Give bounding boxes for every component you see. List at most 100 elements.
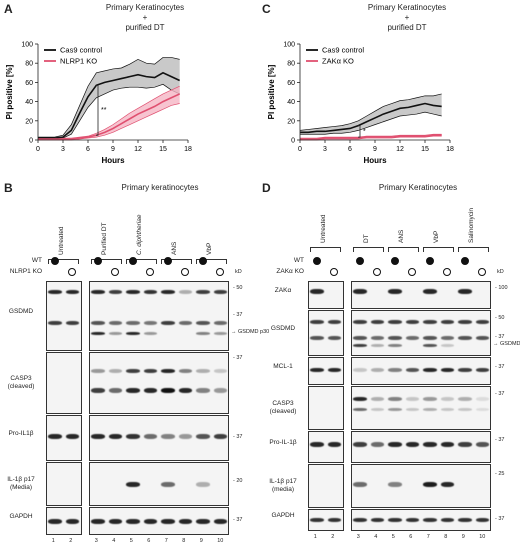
blot-row-label: GAPDH — [9, 513, 33, 520]
blot-band — [423, 367, 437, 372]
blot-membrane-right — [89, 462, 229, 506]
blot-membrane-right — [89, 352, 229, 414]
lane-number: 6 — [147, 538, 151, 544]
blot-band — [178, 321, 192, 325]
series-band-1 — [38, 86, 180, 140]
ko-dot — [146, 268, 155, 276]
condition-label: ANS — [170, 241, 178, 255]
blot-band — [327, 319, 341, 324]
blot-band — [405, 408, 419, 412]
blot-band — [458, 518, 472, 522]
blot-band — [353, 397, 367, 402]
blot-band — [405, 518, 419, 522]
panel-c-title-line2: + — [404, 13, 410, 22]
blot-band — [161, 368, 175, 373]
blot-band — [353, 481, 367, 487]
blot-band — [178, 289, 192, 294]
blot-band — [196, 519, 210, 524]
blot-band — [108, 331, 122, 335]
significance-label: * — [363, 128, 366, 135]
blot-band — [370, 343, 384, 347]
kd-label: kD — [235, 269, 242, 275]
lane-number: 9 — [199, 538, 203, 544]
y-tick-label: 80 — [287, 61, 295, 68]
blot-membrane-right — [351, 357, 491, 385]
blot-band — [91, 289, 105, 294]
y-tick-label: 20 — [25, 118, 33, 125]
blot-band — [126, 482, 140, 487]
blot-band — [143, 433, 157, 439]
blot-row-label: CASP3 (cleaved) — [7, 375, 35, 390]
blot-membrane-right — [351, 464, 491, 508]
lane-number: 5 — [129, 538, 133, 544]
blot-band — [213, 433, 227, 439]
condition-bracket — [161, 259, 192, 264]
condition-label: DT — [362, 234, 370, 243]
kd-marker: - 37 — [233, 312, 243, 318]
condition-label: Untreated — [319, 214, 327, 243]
blot-band — [423, 481, 437, 487]
blot-band — [423, 518, 437, 522]
panel-a-title-line2: + — [142, 13, 148, 22]
blot-band — [388, 343, 402, 347]
panel-a-title: Primary Keratinocytes + purified DT — [60, 3, 230, 33]
blot-membrane-right — [351, 386, 491, 430]
significance-bracket — [358, 125, 361, 138]
panel-c-title: Primary Keratinocytes + purified DT — [322, 3, 492, 33]
wt-dot — [425, 257, 434, 265]
panel-a-letter: A — [4, 2, 13, 16]
ko-dot — [478, 268, 487, 276]
x-axis-label: Hours — [101, 156, 125, 165]
blot-row-label: IL-1β p17 (media) — [269, 478, 297, 493]
ko-label: ZAKα KO — [276, 268, 304, 275]
blot-band — [475, 518, 489, 522]
blot-membrane-right — [351, 281, 491, 309]
blot-band — [440, 319, 454, 324]
blot-band — [65, 289, 79, 294]
panel-a-title-line1: Primary Keratinocytes — [105, 3, 185, 12]
blot-band — [108, 321, 122, 325]
blot-band — [48, 519, 62, 524]
series-line-1 — [38, 93, 181, 140]
blot-band — [310, 518, 324, 522]
blot-band — [353, 367, 367, 372]
blot-band — [388, 481, 402, 487]
blot-band — [440, 397, 454, 402]
blot-band — [458, 335, 472, 340]
blot-band — [423, 319, 437, 324]
blot-band — [213, 331, 227, 335]
x-axis-label: Hours — [363, 156, 387, 165]
panel-b-letter: B — [4, 181, 13, 195]
legend-label-0: Cas9 control — [60, 46, 102, 55]
blot-band — [440, 343, 454, 347]
blot-row-label: ZAKα — [274, 287, 292, 294]
blot-band — [161, 519, 175, 524]
blot-band — [353, 288, 367, 294]
x-tick-label: 18 — [184, 146, 192, 153]
blot-band — [388, 319, 402, 324]
wt-dot — [312, 257, 321, 265]
blot-band — [310, 335, 324, 340]
kd-marker: - 37 — [233, 355, 243, 362]
blot-band — [475, 319, 489, 324]
blot-band — [388, 288, 402, 294]
blot-band — [213, 388, 227, 394]
blot-band — [196, 321, 210, 325]
lane-number: 5 — [391, 534, 395, 540]
blot-band — [458, 441, 472, 447]
blot-band — [196, 331, 210, 335]
series-lo-0 — [300, 111, 442, 135]
blot-band — [161, 289, 175, 294]
blot-band — [440, 441, 454, 447]
lane-number: 7 — [164, 538, 168, 544]
lane-number: 2 — [331, 534, 335, 540]
gsdmd-p30-label: → GSDMD p30 — [231, 328, 270, 335]
blot-band — [423, 397, 437, 402]
blot-band — [475, 367, 489, 372]
blot-band — [126, 388, 140, 394]
blot-band — [196, 433, 210, 439]
blot-band — [388, 518, 402, 522]
blot-band — [440, 408, 454, 412]
blot-row-label: IL-1β p17 (Media) — [7, 476, 35, 491]
y-tick-label: 80 — [25, 61, 33, 68]
